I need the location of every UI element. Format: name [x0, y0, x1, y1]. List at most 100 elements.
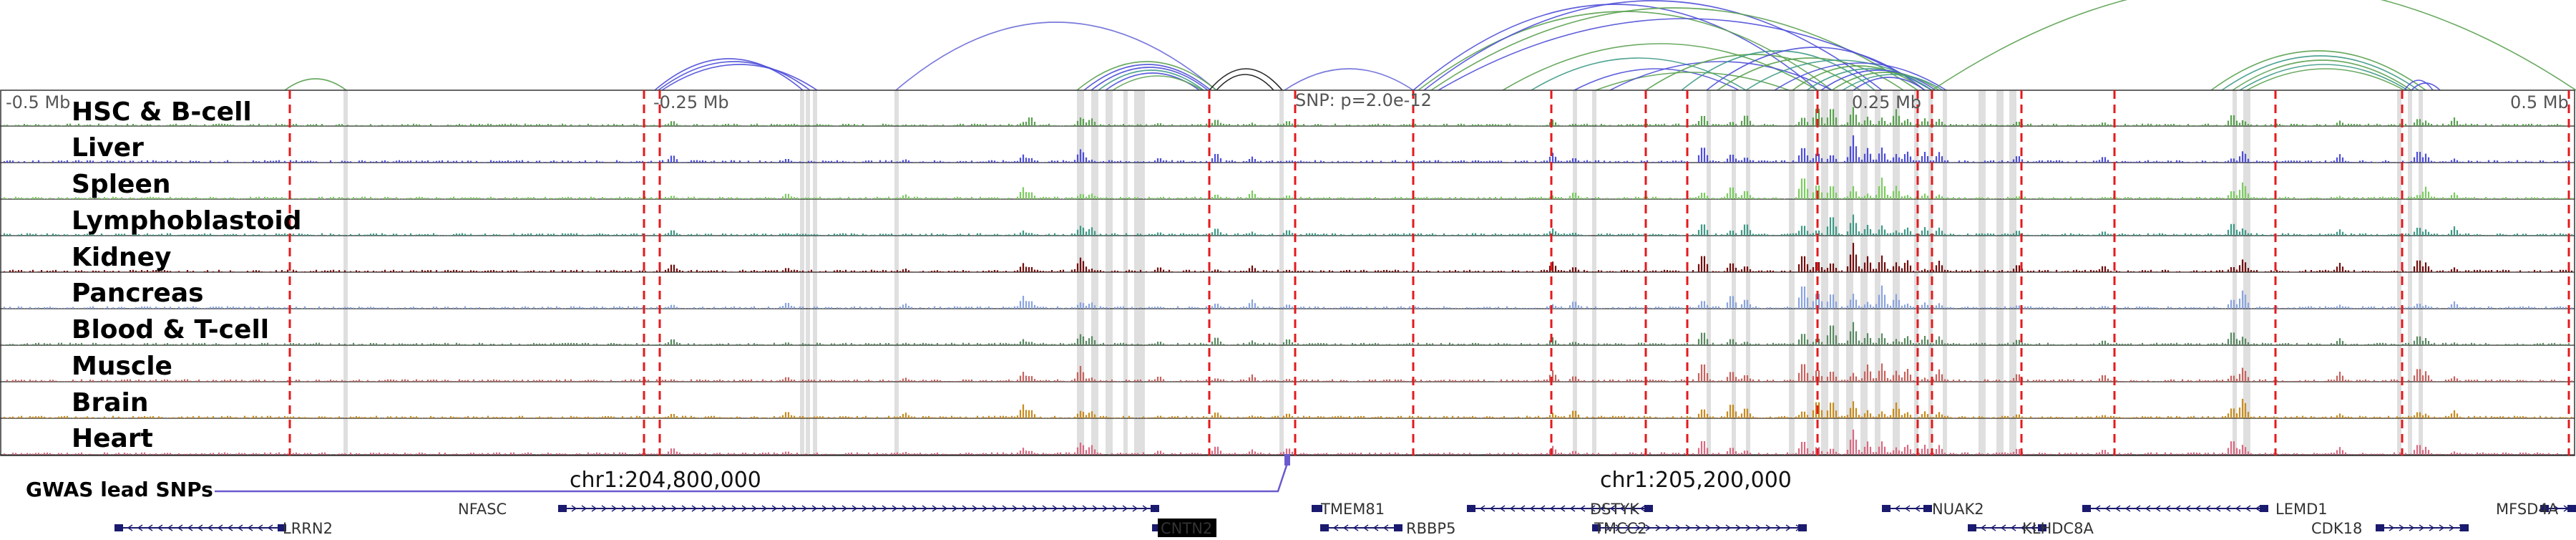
- gene-exon-end-10: [2460, 524, 2469, 531]
- gene-label-2: CNTN2: [1161, 520, 1212, 537]
- track-label-hsc-b-cell: HSC & B-cell: [72, 97, 252, 127]
- highlight-band-26: [1943, 90, 1947, 455]
- signal-6: [3, 322, 2573, 345]
- gene-exon-end-4: [1394, 524, 1402, 531]
- highlight-band-8: [1123, 90, 1128, 455]
- loop-arc-20: [1531, 57, 1747, 91]
- highlight-band-22: [1875, 90, 1880, 455]
- gene-exon-start-4: [1320, 524, 1329, 531]
- signal-1: [3, 135, 2573, 163]
- gene-label-7: NUAK2: [1932, 501, 1984, 518]
- highlight-band-15: [1746, 90, 1750, 455]
- highlight-band-29: [2009, 90, 2016, 455]
- gene-label-5: DSTYK: [1590, 501, 1640, 518]
- highlight-band-21: [1860, 90, 1868, 455]
- loop-arc-6: [1083, 64, 1211, 91]
- gene-label-8: KLHDC8A: [2022, 520, 2094, 537]
- loop-arc-0: [284, 78, 347, 91]
- track-label-blood-t-cell: Blood & T-cell: [72, 315, 269, 344]
- highlight-band-6: [1091, 90, 1098, 455]
- loop-arc-25: [1681, 50, 1875, 91]
- loop-arc-13: [1284, 68, 1414, 91]
- gene-exon-end-9: [2260, 505, 2268, 512]
- axis-label-minus-0-5: -0.5 Mb: [6, 92, 70, 112]
- loop-arc-37: [2210, 50, 2426, 91]
- gene-label-0: LRRN2: [283, 520, 333, 537]
- highlight-band-30: [2233, 90, 2237, 455]
- highlight-band-28: [1996, 90, 2004, 455]
- highlight-band-25: [1928, 90, 1933, 455]
- gene-exon-start-6: [1592, 524, 1601, 531]
- gene-label-3: TMEM81: [1320, 501, 1385, 518]
- highlight-bands: [343, 90, 2423, 455]
- gene-annotation: LRRN2 NFASC CNTN2 TMEM81 RBBP5 DSTYK TMCC2 NUAK…: [114, 501, 2576, 537]
- highlight-band-23: [1893, 90, 1900, 455]
- highlight-band-34: [2419, 90, 2423, 455]
- loop-arc-43: [2411, 82, 2441, 91]
- gene-highlight-2: [1158, 519, 1216, 537]
- loop-arc-2: [658, 61, 811, 91]
- highlight-band-10: [1279, 90, 1284, 455]
- loop-arc-26: [1706, 47, 1926, 91]
- highlight-band-14: [1732, 90, 1736, 455]
- highlight-band-4: [894, 90, 899, 455]
- gene-label-1: NFASC: [458, 501, 507, 518]
- loop-arc-35: [1853, 77, 1926, 91]
- loop-arc-34: [1842, 74, 1943, 91]
- coordinate-label-2: chr1:205,200,000: [1600, 468, 1792, 493]
- highlight-band-18: [1821, 90, 1828, 455]
- highlight-band-0: [343, 90, 348, 455]
- gene-label-4: RBBP5: [1406, 520, 1455, 537]
- signal-4: [3, 243, 2573, 272]
- gene-exon-end-11: [2567, 505, 2576, 512]
- gene-exon-start-10: [2376, 524, 2384, 531]
- loop-arc-3: [661, 64, 818, 91]
- loop-arc-21: [1574, 68, 1740, 91]
- gene-label-9: LEMD1: [2275, 501, 2328, 518]
- track-label-liver: Liver: [72, 133, 144, 163]
- loop-arc-29: [1774, 62, 1947, 91]
- signal-0: [3, 107, 2573, 126]
- highlight-band-32: [2397, 90, 2401, 455]
- gene-exon-end-8: [2038, 524, 2046, 531]
- track-label-brain: Brain: [72, 388, 148, 418]
- track-frame: [0, 90, 2575, 456]
- highlight-band-5: [1077, 90, 1084, 455]
- highlight-band-11: [1573, 90, 1577, 455]
- track-label-kidney: Kidney: [72, 243, 172, 272]
- loop-arc-41: [2246, 68, 2405, 91]
- loop-arc-24: [1645, 54, 1861, 91]
- gwas-label: GWAS lead SNPs: [26, 478, 213, 501]
- loop-arc-36: [1931, 0, 2576, 91]
- gene-exon-end-7: [1923, 505, 1932, 512]
- highlight-band-3: [813, 90, 817, 455]
- signal-7: [3, 363, 2573, 382]
- gene-exon-start-2: [1152, 524, 1161, 531]
- gene-exon-start-9: [2082, 505, 2091, 512]
- snp-label: SNP: p=2.0e-12: [1295, 90, 1432, 110]
- loop-arc-22: [1595, 72, 1790, 91]
- gene-exon-start-7: [1882, 505, 1890, 512]
- position-axis: -0.5 Mb -0.25 Mb 0.25 Mb 0.5 Mb SNP: p=2…: [6, 90, 2569, 112]
- loop-arc-16: [1423, 0, 1883, 91]
- highlight-band-31: [2243, 90, 2250, 455]
- loop-arc-14: [1413, 4, 1818, 91]
- gene-exon-end-5: [1644, 505, 1653, 512]
- gene-label-6: TMCC2: [1594, 520, 1647, 537]
- gene-label-11: MFSD4A: [2496, 501, 2559, 518]
- gene-exon-end-3: [1312, 505, 1320, 512]
- highlight-band-33: [2408, 90, 2412, 455]
- loop-arc-1: [654, 58, 804, 91]
- loop-arc-39: [2232, 59, 2412, 91]
- gwas-lead-snps: GWAS lead SNPs chr1:204,800,000 chr1:205…: [26, 454, 1792, 501]
- signal-3: [3, 214, 2573, 236]
- loop-arc-40: [2239, 64, 2409, 91]
- track-label-muscle: Muscle: [72, 352, 172, 381]
- gene-exon-end-6: [1798, 524, 1807, 531]
- loop-arc-8: [1098, 69, 1204, 91]
- axis-label-0-5: 0.5 Mb: [2510, 92, 2569, 112]
- highlight-band-9: [1134, 90, 1145, 455]
- loop-arc-12: [1216, 74, 1274, 91]
- loop-arc-5: [1076, 61, 1217, 91]
